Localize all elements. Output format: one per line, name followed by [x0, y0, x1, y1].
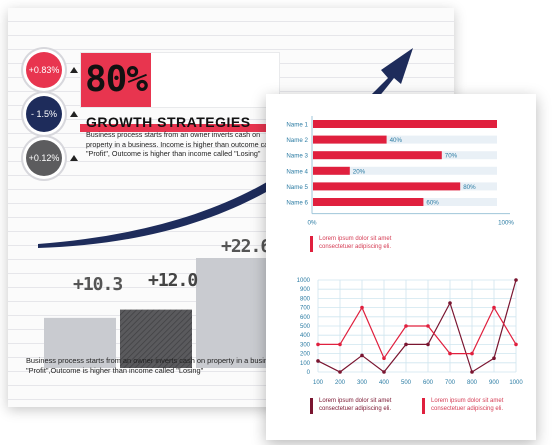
- headline-value: 80%: [85, 59, 148, 100]
- bar-label-2: +12.0: [148, 270, 198, 291]
- legend-swatch: [422, 398, 425, 414]
- line-legend-1: Lorem ipsum dolor sit amet consectetuer …: [310, 398, 399, 414]
- x-tick-label: 900: [489, 380, 500, 386]
- series-2-point: [470, 351, 474, 356]
- bar-track: [313, 135, 497, 144]
- charts-svg: Name 1 Name 2 40% Name 3 70% Name 4 20% Name 5 8…: [286, 116, 523, 386]
- bar-chart-legend: Lorem ipsum dolor sit amet consectetuer …: [310, 236, 399, 252]
- series-2-point: [316, 342, 320, 347]
- headline-accent: [81, 53, 151, 107]
- category-label: Name 3: [286, 153, 308, 160]
- category-label: Name 2: [286, 137, 308, 144]
- series-1-point: [338, 370, 342, 374]
- data-label: 20%: [353, 168, 366, 175]
- growth-bar-3: [196, 258, 268, 368]
- bar-track: [313, 166, 497, 175]
- triangle-up-icon: [70, 67, 78, 73]
- y-tick-label: 0: [307, 370, 311, 376]
- bar-2: [313, 135, 387, 144]
- x-tick-label: 0%: [308, 220, 317, 227]
- series-1-point: [470, 370, 474, 374]
- y-tick-label: 100: [300, 361, 311, 367]
- series-1-point: [426, 342, 430, 347]
- series-1-point: [382, 370, 386, 374]
- series-2-point: [338, 342, 342, 347]
- line-legend-2: Lorem ipsum dolor sit amet consectetuer …: [422, 398, 511, 414]
- series-2-point: [382, 356, 386, 361]
- bar-label-3: +22.6: [221, 236, 271, 257]
- series-1-point: [404, 342, 408, 347]
- growth-bar-2: [120, 309, 192, 368]
- series-1-point: [492, 356, 496, 361]
- bar-4: [313, 166, 350, 175]
- x-tick-label: 1000: [509, 380, 523, 386]
- bar-3: [313, 151, 442, 160]
- series-2-point: [426, 324, 430, 328]
- x-tick-label: 600: [423, 380, 434, 386]
- series-line-1: [317, 279, 517, 373]
- series-2-point: [514, 342, 518, 347]
- y-tick-label: 300: [300, 342, 311, 348]
- x-tick-label: 100%: [498, 220, 514, 227]
- bar-1: [313, 120, 497, 128]
- series-2-point: [360, 305, 364, 310]
- legend-swatch: [310, 236, 313, 252]
- triangle-up-icon: [70, 111, 78, 117]
- bar-label-1: +10.3: [73, 274, 123, 295]
- category-label: Name 5: [286, 184, 308, 191]
- change-indicator-3: +0.12%: [26, 140, 62, 176]
- category-label: Name 4: [286, 168, 308, 175]
- series-2-point: [448, 351, 452, 356]
- charts-card: Name 1 Name 2 40% Name 3 70% Name 4 20% Name 5 8…: [266, 94, 536, 440]
- bottom-description: Business process starts from an owner in…: [26, 356, 406, 375]
- legend-text: Lorem ipsum dolor sit amet consectetuer …: [319, 236, 392, 250]
- growth-bar-1: [44, 317, 116, 368]
- x-tick-label: 300: [357, 380, 368, 386]
- data-label: 40%: [390, 137, 403, 144]
- y-tick-label: 200: [300, 352, 311, 358]
- y-tick-label: 600: [300, 315, 311, 321]
- y-tick-label: 400: [300, 333, 311, 339]
- x-tick-label: 800: [467, 380, 478, 386]
- change-indicator-2: - 1.5%: [26, 96, 62, 132]
- series-1-point: [316, 359, 320, 363]
- series-line-2: [318, 306, 517, 360]
- y-tick-label: 1000: [297, 278, 311, 284]
- data-label: 70%: [445, 153, 458, 160]
- data-label: 80%: [463, 184, 476, 191]
- x-tick-label: 100: [313, 380, 324, 386]
- y-tick-label: 800: [300, 296, 311, 302]
- growth-arrow-curve: [38, 48, 413, 248]
- x-tick-label: 200: [335, 380, 346, 386]
- data-label: 60%: [426, 200, 439, 207]
- x-tick-label: 700: [445, 380, 456, 386]
- series-1-point: [448, 301, 452, 305]
- series-1-point: [514, 278, 518, 282]
- x-tick-label: 500: [401, 380, 412, 386]
- category-label: Name 1: [286, 122, 308, 129]
- change-indicator-1: +0.83%: [26, 52, 62, 88]
- series-2-point: [492, 305, 496, 310]
- x-tick-label: 400: [379, 380, 390, 386]
- headline-box: 80%: [80, 52, 280, 108]
- legend-text: Lorem ipsum dolor sit amet consectetuer …: [319, 398, 392, 412]
- section-title: GROWTH STRATEGIES: [86, 114, 251, 130]
- series-2-point: [404, 324, 408, 328]
- section-description: Business process starts from an owner in…: [86, 130, 280, 158]
- y-tick-label: 700: [300, 306, 311, 312]
- y-tick-label: 500: [300, 324, 311, 330]
- legend-swatch: [310, 398, 313, 414]
- bar-6: [313, 198, 424, 206]
- y-tick-label: 900: [300, 287, 311, 293]
- legend-text: Lorem ipsum dolor sit amet consectetuer …: [431, 398, 504, 412]
- title-underline: [80, 124, 270, 132]
- triangle-up-icon: [70, 155, 78, 161]
- series-1-point: [360, 353, 364, 358]
- category-label: Name 6: [286, 200, 308, 207]
- bar-5: [313, 182, 461, 191]
